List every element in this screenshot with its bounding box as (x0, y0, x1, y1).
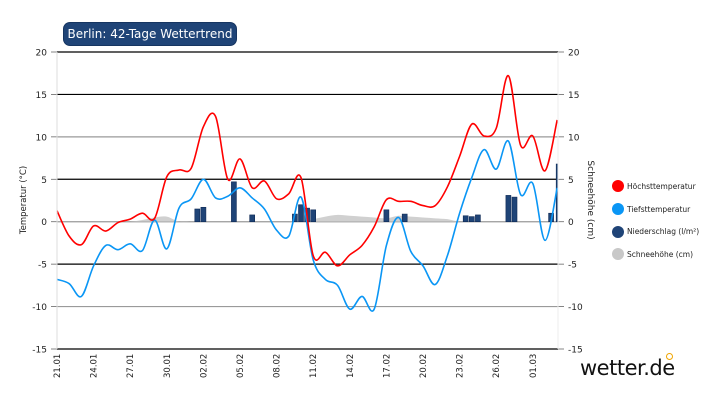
legend-label: Schneehöhe (cm) (627, 249, 693, 259)
legend: Höchsttemperatur Tiefsttemperatur Nieder… (612, 175, 699, 266)
x-tick-label: 30.01 (163, 354, 173, 378)
y-tick-label-right: 15 (568, 91, 579, 101)
y-tick-label-right: -5 (568, 261, 577, 271)
legend-label: Tiefsttemperatur (627, 204, 691, 214)
y-axis-label-right: Schneehöhe (cm) (585, 160, 595, 239)
wetter-de-logo: wetter.de (580, 356, 675, 380)
legend-swatch-icon (612, 248, 624, 261)
legend-swatch-icon (612, 203, 624, 216)
y-tick-label-left: 0 (41, 218, 47, 228)
legend-item-min[interactable]: Tiefsttemperatur (612, 198, 699, 221)
y-tick-label-right: 5 (568, 176, 574, 186)
precipitation-bar (462, 215, 469, 223)
x-tick-label: 20.02 (419, 354, 429, 378)
x-tick-label: 02.02 (199, 354, 209, 378)
temperature-series (56, 74, 558, 312)
x-tick-label: 17.02 (382, 354, 392, 378)
min-temperature-line (56, 140, 558, 312)
y-tick-label-left: 20 (36, 49, 48, 59)
x-tick-label: 11.02 (309, 354, 319, 378)
x-tick-label: 14.02 (346, 354, 356, 378)
snow-area (57, 214, 558, 223)
legend-item-precip[interactable]: Niederschlag (l/m²) (612, 220, 699, 243)
logo-dot-icon (666, 353, 673, 360)
precipitation-bar (475, 214, 481, 223)
y-tick-label-left: 10 (36, 133, 48, 143)
precipitation-bar (468, 216, 475, 223)
y-tick-label-left: -15 (32, 346, 47, 356)
precipitation-bar (310, 209, 317, 223)
precipitation-bar (249, 214, 255, 223)
precipitation-bar (511, 196, 518, 223)
snow-series (57, 214, 558, 223)
legend-swatch-icon (612, 225, 624, 238)
x-tick-label: 21.01 (53, 354, 63, 378)
precipitation-bar (401, 213, 408, 223)
y-tick-label-left: 15 (36, 91, 47, 101)
x-tick-label: 23.02 (456, 354, 466, 378)
grid-lines (57, 51, 558, 350)
y-tick-label-left: -10 (32, 303, 47, 313)
precipitation-bar (298, 204, 304, 223)
chart-title: Berlin: 42-Tage Wettertrend (64, 23, 236, 45)
x-tick-label: 24.01 (90, 354, 100, 378)
legend-item-snow[interactable]: Schneehöhe (cm) (612, 243, 699, 266)
precipitation-series (194, 163, 559, 223)
axes: 20 20 15 15 10 10 5 5 0 0 -5 -5 -10 -10 -15 -15 21.01 24.… (32, 49, 583, 379)
y-tick-label-right: -10 (568, 303, 583, 313)
y-tick-label-right: 10 (568, 133, 580, 143)
precipitation-bar (200, 206, 207, 223)
x-tick-label: 27.01 (126, 354, 136, 378)
max-temperature-line (56, 74, 558, 267)
y-tick-label-left: 5 (41, 176, 47, 186)
legend-item-max[interactable]: Höchsttemperatur (612, 175, 699, 198)
x-tick-label: 26.02 (492, 354, 502, 378)
precipitation-bar (505, 195, 512, 223)
x-tick-label: 05.02 (236, 354, 246, 378)
precipitation-bar (194, 208, 201, 223)
precipitation-bar (231, 181, 237, 223)
precipitation-bar (383, 209, 390, 223)
legend-swatch-icon (612, 180, 624, 193)
y-tick-label-right: -15 (568, 346, 583, 356)
legend-label: Niederschlag (l/m²) (627, 227, 700, 237)
x-tick-label: 08.02 (273, 354, 283, 378)
y-tick-label-right: 0 (568, 218, 574, 228)
legend-label: Höchsttemperatur (627, 181, 696, 191)
y-tick-label-left: -5 (38, 261, 47, 271)
y-axis-label-left: Temperatur (°C) (19, 166, 29, 235)
x-tick-label: 01.03 (529, 354, 539, 378)
y-tick-label-right: 20 (568, 49, 580, 59)
